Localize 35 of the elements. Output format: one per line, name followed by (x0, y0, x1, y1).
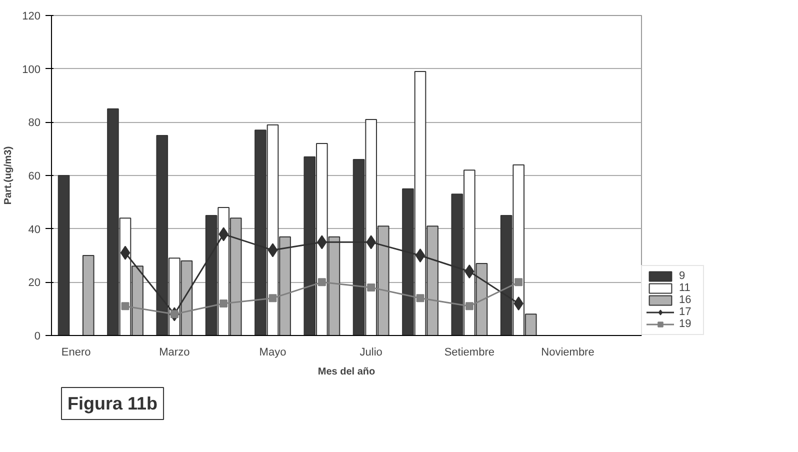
y-axis-title: Part.(ug/m3) (3, 146, 14, 205)
y-tick-label: 60 (28, 170, 41, 182)
point (318, 278, 326, 286)
x-tick-label: Marzo (159, 346, 190, 358)
x-tick-label: Enero (61, 346, 91, 358)
point (416, 294, 424, 302)
point (220, 300, 228, 308)
bar (58, 175, 70, 336)
legend-label: 19 (679, 318, 692, 330)
legend-label: 9 (679, 270, 686, 282)
point (464, 264, 474, 278)
point (121, 302, 130, 310)
point (268, 294, 277, 302)
text: Figura 11b (68, 394, 158, 414)
point (120, 246, 130, 260)
x-tick-label: Setiembre (444, 346, 494, 358)
x-tick-label: Mayo (259, 346, 286, 358)
y-tick-label: 100 (22, 64, 41, 76)
legend-label: 16 (679, 294, 692, 306)
point (514, 296, 524, 310)
point (268, 243, 278, 258)
x-tick-label: Noviembre (541, 346, 594, 358)
point (367, 284, 376, 292)
point (514, 278, 523, 286)
x-tick-label: Julio (360, 346, 382, 358)
y-tick-label: 120 (22, 10, 41, 22)
x-axis-title: Mes del año (318, 366, 376, 378)
point (465, 302, 474, 310)
point (415, 248, 426, 262)
legend-label: 17 (679, 306, 692, 318)
legend-label: 11 (679, 282, 692, 294)
y-tick-label: 0 (34, 330, 41, 342)
y-tick-label: 40 (28, 224, 41, 236)
y-tick-label: 20 (28, 277, 41, 290)
y-tick-label: 80 (28, 117, 41, 130)
